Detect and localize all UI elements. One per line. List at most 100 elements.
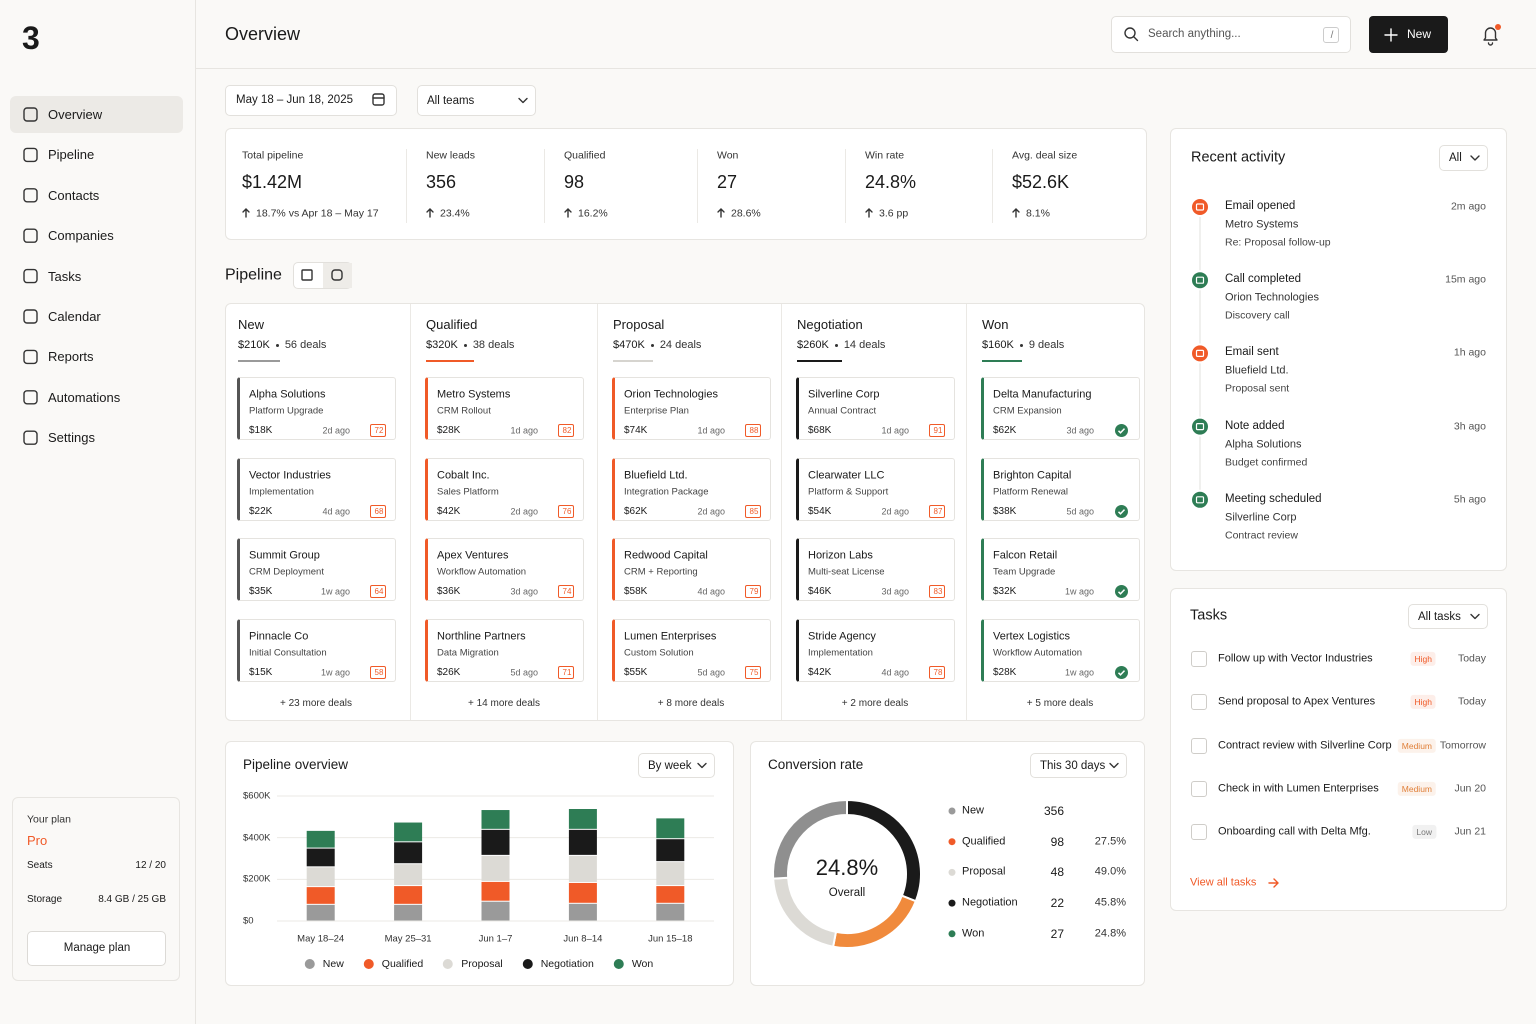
donut-center-value: 24.8% — [815, 854, 879, 880]
kpi-delta: 3.6 pp — [879, 207, 909, 220]
separator-dot — [463, 343, 467, 347]
deal-card[interactable]: Northline Partners Data Migration $26K 5d a… — [425, 619, 584, 683]
kpi-delta: 23.4% — [440, 207, 470, 220]
task-checkbox[interactable] — [1191, 694, 1207, 711]
deal-card[interactable]: Falcon Retail Team Upgrade $32K 1w ago — [981, 538, 1140, 602]
deal-card[interactable]: Clearwater LLC Platform & Support $54K 2d a… — [796, 457, 955, 521]
check-icon — [1117, 670, 1126, 676]
search-box[interactable]: Search anything... / — [1111, 16, 1351, 53]
nav-item[interactable]: Reports — [10, 339, 183, 375]
deal-company: Cobalt Inc. — [437, 469, 490, 482]
manage-plan-button[interactable]: Manage plan — [27, 931, 166, 966]
deal-card[interactable]: Stride Agency Implementation $42K 4d ago 78 — [796, 619, 955, 683]
deal-age: 1w ago — [1064, 586, 1094, 597]
deal-age: 3d ago — [510, 586, 538, 597]
dropdown[interactable]: All — [1439, 145, 1488, 171]
view-all-link[interactable]: View all tasks — [1190, 876, 1257, 889]
kpi-value: $52.6K — [1012, 172, 1070, 193]
nav-item[interactable]: Companies — [10, 218, 183, 254]
deal-age: 2d ago — [697, 506, 725, 517]
dropdown-label: This 30 days — [1040, 759, 1106, 772]
column-name: Won — [982, 317, 1009, 333]
column-divider — [410, 304, 411, 720]
nav-item[interactable]: Calendar — [10, 299, 183, 335]
deal-company: Delta Manufacturing — [993, 388, 1092, 401]
deal-card[interactable]: Vertex Logistics Workflow Automation $28K 1… — [981, 619, 1140, 683]
deal-card[interactable]: Cobalt Inc. Sales Platform $42K 2d ago 76 — [425, 457, 584, 521]
legend-label: Proposal — [461, 958, 503, 970]
nav-item[interactable]: Settings — [10, 420, 183, 456]
date-filter[interactable]: May 18 – Jun 18, 2025 — [225, 85, 397, 116]
deal-age: 3d ago — [881, 586, 909, 597]
tasks-card — [1170, 588, 1507, 911]
new-button[interactable]: New — [1369, 16, 1448, 53]
column-divider — [781, 304, 782, 720]
deal-amount: $54K — [808, 505, 832, 517]
deal-card[interactable]: Silverline Corp Annual Contract $68K 1d ago… — [796, 377, 955, 440]
nav-item[interactable]: Automations — [10, 380, 183, 416]
dropdown[interactable]: By week — [638, 753, 715, 778]
dropdown[interactable]: This 30 days — [1030, 753, 1127, 778]
deal-product: Custom Solution — [624, 647, 694, 659]
task-checkbox[interactable] — [1191, 824, 1207, 841]
deal-company: Redwood Capital — [624, 549, 708, 562]
task-checkbox[interactable] — [1191, 651, 1207, 667]
deal-score: 76 — [558, 504, 574, 518]
deal-product: Multi-seat License — [808, 566, 885, 578]
view-toggle-option[interactable] — [294, 263, 323, 288]
nav-label: Reports — [48, 349, 94, 365]
legend-count: 98 — [1050, 834, 1064, 849]
activity-title: Call completed — [1225, 273, 1302, 286]
deal-product: Enterprise Plan — [624, 405, 689, 417]
deal-card[interactable]: Apex Ventures Workflow Automation $36K 3d a… — [425, 538, 584, 602]
deal-card[interactable]: Orion Technologies Enterprise Plan $74K 1d … — [612, 377, 771, 440]
nav-label: Companies — [48, 228, 114, 244]
deal-card[interactable]: Alpha Solutions Platform Upgrade $18K 2d ag… — [237, 377, 396, 440]
deal-card[interactable]: Summit Group CRM Deployment $35K 1w ago 64 — [237, 538, 396, 602]
task-checkbox[interactable] — [1191, 780, 1207, 797]
column-summary: $260K 14 deals — [797, 339, 885, 351]
deal-card[interactable]: Horizon Labs Multi-seat License $46K 3d ago… — [796, 538, 955, 602]
column-name: Negotiation — [797, 317, 863, 333]
chart-title: Conversion rate — [768, 756, 864, 772]
deal-product: Workflow Automation — [993, 647, 1083, 659]
header-border — [196, 68, 1536, 69]
deal-card[interactable]: Bluefield Ltd. Integration Package $62K 2d … — [612, 457, 771, 521]
deal-card[interactable]: Metro Systems CRM Rollout $28K 1d ago 82 — [425, 377, 584, 440]
deal-card[interactable]: Delta Manufacturing CRM Expansion $62K 3d a… — [981, 377, 1140, 440]
deal-score-label: 76 — [562, 506, 572, 516]
column-underline — [613, 360, 653, 362]
deal-product: Integration Package — [624, 485, 709, 497]
page-title: Overview — [225, 24, 301, 45]
legend-count: 356 — [1043, 803, 1064, 818]
deal-card[interactable]: Redwood Capital CRM + Reporting $58K 4d ago… — [612, 538, 771, 602]
legend-rate: 27.5% — [1094, 835, 1126, 848]
kpi-value: 24.8% — [865, 172, 917, 193]
task-checkbox[interactable] — [1191, 737, 1207, 754]
deal-card[interactable]: Pinnacle Co Initial Consultation $15K 1w ag… — [237, 619, 396, 683]
dropdown[interactable]: All teams — [417, 85, 536, 116]
nav-item[interactable]: Overview — [10, 97, 183, 133]
view-toggle-active[interactable] — [323, 263, 352, 288]
check-icon — [1117, 508, 1126, 515]
legend-swatch — [443, 959, 454, 969]
deal-score-label: 83 — [933, 587, 943, 597]
check-mark — [1117, 428, 1126, 434]
won-check — [1115, 424, 1128, 437]
activity-company: Orion Technologies — [1225, 291, 1319, 304]
deal-card[interactable]: Lumen Enterprises Custom Solution $55K 5d a… — [612, 619, 771, 683]
kpi-label: Win rate — [865, 149, 905, 162]
nav-item[interactable]: Tasks — [10, 259, 183, 295]
button-label: New — [1407, 26, 1432, 41]
column-underline — [238, 360, 280, 362]
deal-card[interactable]: Vector Industries Implementation $22K 4d ag… — [237, 457, 396, 521]
deal-product: Platform & Support — [808, 485, 889, 497]
nav-item[interactable]: Contacts — [10, 178, 183, 214]
plan-card: Your plan Pro Seats 12 / 20 Storage 8.4 GB / … — [12, 797, 180, 981]
dropdown[interactable]: All tasks — [1408, 604, 1488, 629]
deal-card[interactable]: Brighton Capital Platform Renewal $38K 5d a… — [981, 457, 1140, 521]
nav-item[interactable]: Pipeline — [10, 137, 183, 173]
activity-detail: Proposal sent — [1225, 383, 1290, 396]
deal-product: Implementation — [808, 647, 873, 659]
x-tick-label: Jun 1–7 — [478, 933, 513, 945]
